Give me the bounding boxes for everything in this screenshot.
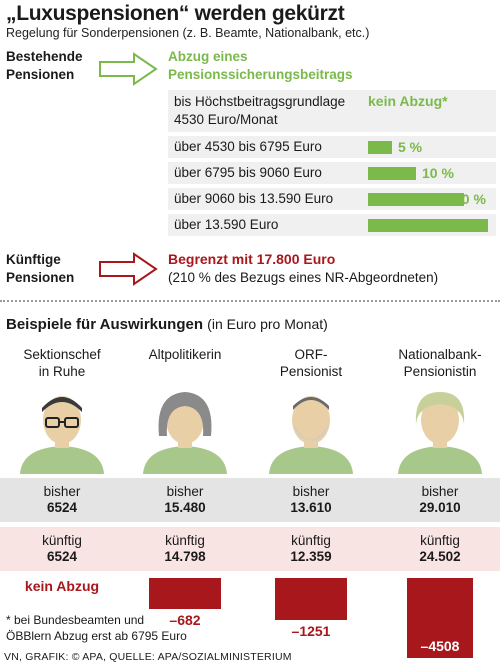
row-no-deduction-label: bis Höchstbeitragsgrundlage 4530 Euro/Mo… (174, 93, 345, 129)
page-title: „Luxuspensionen“ werden gekürzt (6, 2, 345, 25)
person-name: Nationalbank- Pensionistin (385, 346, 495, 380)
deduction-bar (368, 141, 392, 154)
previous-amount: 15.480 (164, 500, 206, 515)
previous-value: bisher 15.480 (130, 484, 240, 516)
footnote-line1: * bei Bundesbeamten und (6, 613, 145, 627)
future-amount: 14.798 (164, 549, 206, 564)
deduction-row-label: über 13.590 Euro (174, 217, 279, 232)
future-pensions-label: Künftige Pensionen (6, 251, 74, 287)
future-amount: 12.359 (290, 549, 332, 564)
deduction-row: über 4530 bis 6795 Euro 5 % (168, 136, 496, 158)
deduction-percent: 20 % (454, 191, 486, 207)
future-amount: 24.502 (419, 549, 461, 564)
examples-unit: (in Euro pro Monat) (207, 316, 328, 332)
page-subtitle: Regelung für Sonderpensionen (z. B. Beam… (6, 26, 370, 40)
previous-value: bisher 6524 (7, 484, 117, 516)
loss-bar (275, 578, 347, 620)
deduction-percent: 10 % (422, 165, 454, 181)
existing-pensions-label: Bestehende Pensionen (6, 48, 83, 84)
future-headline: Begrenzt mit 17.800 Euro (168, 251, 336, 267)
previous-label: bisher (421, 484, 459, 499)
examples-title: Beispiele für Auswirkungen (in Euro pro … (6, 316, 328, 333)
deduction-row: über 9060 bis 13.590 Euro 20 % (168, 188, 496, 210)
existing-header: Abzug eines Pensionssicherungsbeitrags (168, 48, 353, 84)
future-value: künftig 12.359 (256, 533, 366, 565)
arrow-right-green-icon (99, 52, 158, 86)
future-label: künftig (165, 533, 205, 548)
previous-amount: 13.610 (290, 500, 332, 515)
footnote-line2: ÖBBlern Abzug erst ab 6795 Euro (6, 629, 187, 643)
person-name: Altpolitikerin (130, 346, 240, 363)
row-no-deduction-line1: bis Höchstbeitragsgrundlage (174, 94, 346, 109)
future-value: künftig 24.502 (385, 533, 495, 565)
previous-value: bisher 29.010 (385, 484, 495, 516)
deduction-row-label: über 6795 bis 9060 Euro (174, 165, 322, 180)
arrow-right-red-icon (99, 252, 158, 286)
person-name-line1: Sektionschef (23, 347, 101, 362)
bearded-man-icon (261, 374, 361, 474)
deduction-row: über 13.590 Euro 25 % (168, 214, 496, 236)
person-name-line2: Pensionistin (403, 364, 477, 379)
future-value: künftig 6524 (7, 533, 117, 565)
woman-icon (390, 374, 490, 474)
person-name-line1: ORF- (294, 347, 328, 362)
person-name-line2: Pensionist (279, 364, 343, 379)
future-label: künftig (291, 533, 331, 548)
future-label: künftig (42, 533, 82, 548)
loss-label: –682 (169, 612, 201, 628)
source-line: VN, GRAFIK: © APA, QUELLE: APA/SOZIALMIN… (4, 651, 292, 663)
existing-header-line1: Abzug eines (168, 49, 248, 64)
person-name: Sektionschef in Ruhe (7, 346, 117, 380)
deduction-bar (368, 219, 488, 232)
loss-bar (407, 578, 473, 658)
future-band (0, 527, 500, 571)
deduction-bar (368, 167, 416, 180)
woman-gray-hair-icon (135, 374, 235, 474)
person-name: ORF- Pensionist (256, 346, 366, 380)
existing-header-line2: Pensionssicherungsbeitrags (168, 67, 353, 82)
loss-bar (149, 578, 221, 609)
previous-band (0, 478, 500, 522)
previous-label: bisher (292, 484, 330, 499)
loss-label: –4508 (420, 638, 460, 654)
person-name-line1: Altpolitikerin (148, 347, 222, 362)
examples-title-text: Beispiele für Auswirkungen (6, 316, 203, 333)
divider (0, 300, 500, 302)
row-no-deduction: bis Höchstbeitragsgrundlage 4530 Euro/Mo… (168, 90, 496, 132)
deduction-percent: 25 % (454, 217, 486, 233)
deduction-row-label: über 4530 bis 6795 Euro (174, 139, 322, 154)
previous-label: bisher (166, 484, 204, 499)
previous-amount: 6524 (46, 500, 78, 515)
future-note: (210 % des Bezugs eines NR-Abgeordneten) (168, 270, 439, 285)
previous-label: bisher (43, 484, 81, 499)
previous-value: bisher 13.610 (256, 484, 366, 516)
future-label: künftig (420, 533, 460, 548)
loss-label: kein Abzug (24, 578, 100, 594)
no-deduction-value: kein Abzug* (368, 93, 448, 109)
future-label-line1: Künftige (6, 252, 61, 267)
future-value: künftig 14.798 (130, 533, 240, 565)
person-name-line2: in Ruhe (38, 364, 86, 379)
deduction-percent: 5 % (398, 139, 423, 155)
future-label-line2: Pensionen (6, 270, 75, 285)
previous-amount: 29.010 (419, 500, 461, 515)
man-glasses-icon (12, 374, 112, 474)
loss-label: –1251 (291, 623, 331, 639)
footnote: * bei Bundesbeamten und ÖBBlern Abzug er… (6, 612, 187, 644)
row-no-deduction-line2: 4530 Euro/Monat (174, 112, 278, 127)
deduction-row: über 6795 bis 9060 Euro 10 % (168, 162, 496, 184)
person-name-line1: Nationalbank- (398, 347, 482, 362)
future-amount: 6524 (46, 549, 78, 564)
deduction-row-label: über 9060 bis 13.590 Euro (174, 191, 334, 206)
existing-label-line2: Pensionen (6, 67, 75, 82)
existing-label-line1: Bestehende (6, 49, 83, 64)
deduction-bar (368, 193, 464, 206)
